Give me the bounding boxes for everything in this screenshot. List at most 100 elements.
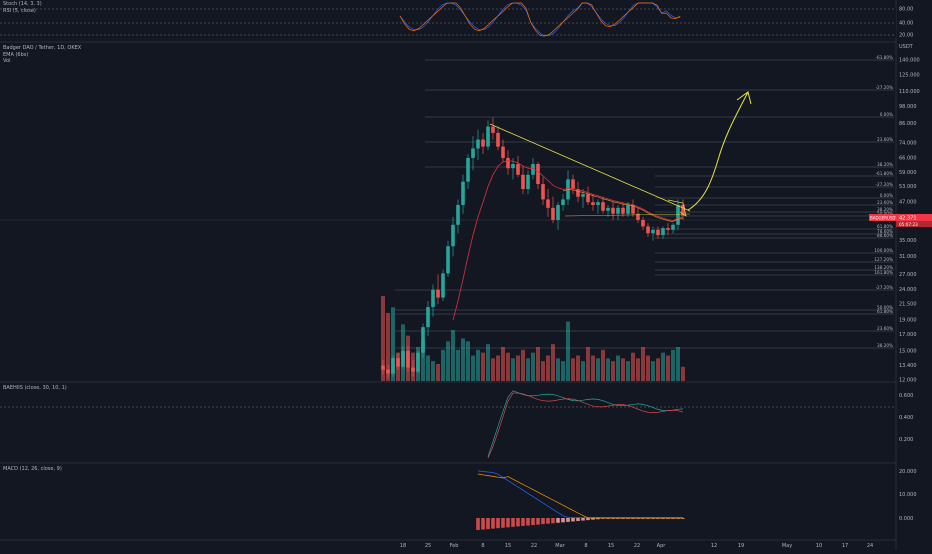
candle	[431, 284, 435, 317]
symbol-title[interactable]: Badger DAO / Tether, 1D, OKEX	[3, 45, 82, 51]
pane-tick: 80.00	[899, 7, 913, 13]
price-tick: 31.000	[899, 254, 917, 260]
macd-hist-bar	[476, 518, 480, 530]
candle-body	[631, 204, 635, 214]
candle-body	[496, 132, 500, 147]
bmi-label[interactable]: BAEHIIS (close, 30, 10, 1)	[3, 385, 67, 391]
price-tick: 15.000	[899, 348, 917, 354]
stoch-legend[interactable]: Stoch (14, 3, 3) RSI (5, close)	[3, 1, 42, 14]
volume-bar	[566, 321, 570, 381]
fib-label: 61.80%	[877, 224, 893, 229]
candle	[381, 359, 385, 375]
volume-bar	[636, 358, 640, 381]
volume-bar	[661, 352, 665, 381]
volume-bar	[446, 341, 450, 381]
time-axis[interactable]: 18 25 Feb 8 15 22 Mar 8 15 22 Apr 12 19 May 10 17 24	[400, 543, 873, 549]
candle-body	[641, 219, 645, 227]
fib-label: 138.20%	[874, 265, 893, 270]
indicator-ema[interactable]: EMA (6bs)	[3, 51, 29, 58]
macd-hist-bar	[531, 518, 535, 526]
candle	[586, 186, 590, 205]
candle	[461, 174, 465, 214]
volume-bar	[496, 355, 500, 381]
price-tick: 17.000	[899, 332, 917, 338]
candle	[496, 126, 500, 151]
candle-body	[451, 224, 455, 247]
bmi-line-1	[487, 390, 684, 457]
macd-hist-bar	[681, 518, 685, 519]
candle	[656, 226, 660, 239]
macd-signal-line	[477, 473, 683, 519]
macd-hist-bar	[546, 518, 550, 524]
bmi-legend[interactable]: BAEHIIS (close, 30, 10, 1)	[3, 385, 67, 392]
macd-hist-bar	[581, 518, 585, 521]
volume-bar	[591, 355, 595, 381]
stoch-label[interactable]: Stoch (14, 3, 3)	[3, 1, 42, 7]
candle-body	[441, 273, 445, 298]
macd-label[interactable]: MACD (12, 26, close, 9)	[3, 466, 62, 472]
candle	[601, 196, 605, 214]
macd-hist-bar	[606, 518, 610, 519]
price-tick: 86.000	[899, 121, 917, 127]
time-tick: 18	[400, 543, 406, 549]
candle-body	[386, 369, 390, 374]
main-legend[interactable]: Badger DAO / Tether, 1D, OKEX EMA (6bs) …	[3, 45, 81, 65]
volume-bar	[421, 341, 425, 381]
macd-hist-bar	[671, 518, 675, 519]
volume-bar	[561, 361, 565, 381]
candle-body	[551, 207, 555, 220]
price-tick: 53.000	[899, 184, 917, 190]
candle-body	[471, 148, 475, 158]
candle	[561, 194, 565, 211]
macd-hist-bar	[636, 518, 640, 519]
candle	[416, 350, 420, 374]
volume-bar	[681, 366, 685, 381]
volume-bar	[536, 347, 540, 381]
candle-body	[621, 207, 625, 214]
macd-hist-bar	[551, 518, 555, 524]
candle	[541, 177, 545, 205]
macd-hist-bar	[576, 518, 580, 521]
macd-legend[interactable]: MACD (12, 26, close, 9)	[3, 466, 62, 473]
candle	[411, 359, 415, 377]
price-axis[interactable]: 140.000 125.000 110.000 98.000 86.000 74.000 6…	[899, 58, 920, 384]
volume-bar	[441, 349, 445, 381]
volume-bar	[471, 355, 475, 381]
indicator-volume[interactable]: Vol	[3, 58, 11, 64]
candle	[606, 204, 610, 217]
macd-hist-bar	[481, 518, 485, 530]
pane-tick: 0.200	[899, 437, 913, 443]
candle-body	[611, 207, 615, 214]
fib-label: 38.20%	[877, 162, 893, 167]
fib-label: -27.20%	[876, 285, 893, 290]
macd-hist-bar	[566, 518, 570, 522]
volume-bar	[666, 355, 670, 381]
candlesticks[interactable]	[381, 117, 685, 378]
candle	[486, 120, 490, 151]
price-tick: 59.000	[899, 170, 917, 176]
pane-tick: 0.600	[899, 393, 913, 399]
volume-bar	[556, 358, 560, 381]
candle	[501, 139, 505, 162]
fib-label: 38.20%	[877, 207, 893, 212]
candle-body	[411, 367, 415, 372]
candle-body	[561, 199, 565, 205]
fib-retracement: -61.80% -27.20% 0.00% 23.60% 38.20% -61.80% -2…	[395, 55, 894, 349]
candle-body	[591, 202, 595, 205]
macd-hist-bar	[601, 518, 605, 519]
volume-bar	[381, 296, 385, 381]
candle-body	[421, 327, 425, 353]
volume-bar	[601, 349, 605, 381]
volume-bar	[576, 355, 580, 381]
volume-bar	[526, 358, 530, 381]
projection-arrow	[687, 91, 749, 211]
time-tick: 12	[711, 543, 717, 549]
price-tick: 66.000	[899, 155, 917, 161]
candle-body	[596, 202, 600, 205]
rsi-label[interactable]: RSI (5, close)	[3, 7, 36, 14]
volume-bar	[431, 361, 435, 381]
price-tick: 19.000	[899, 318, 917, 324]
candle	[566, 170, 570, 205]
